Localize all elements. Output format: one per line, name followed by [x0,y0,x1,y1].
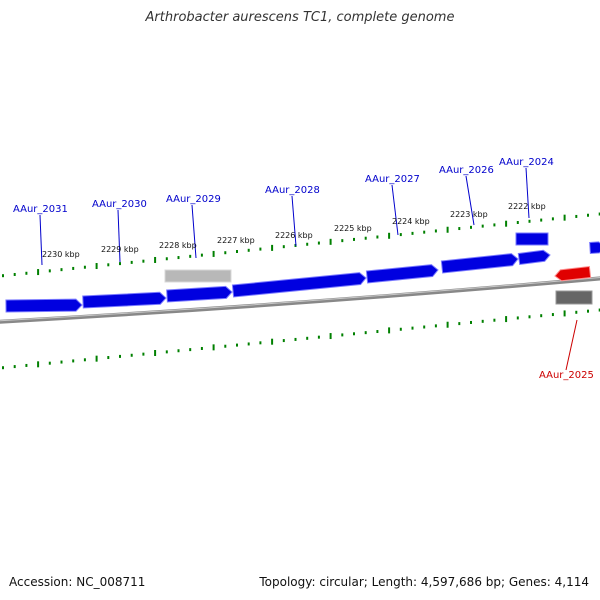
kbp-label: 2228 kbp [159,241,197,250]
gene-arrow-aaur-2025 [554,265,592,282]
label-leader-line [39,214,43,266]
label-leader-lines [39,167,578,371]
genome-backbone [0,276,600,324]
gene-label-aaur-2024[interactable]: AAur_2024 [499,157,554,168]
gene-label-aaur-2029[interactable]: AAur_2029 [166,194,221,205]
gene-box-aaur-2024-upper [515,232,549,246]
kbp-label: 2229 kbp [101,245,139,254]
kbp-label: 2225 kbp [334,224,372,233]
gene-arrow-aaur-2026 [440,253,519,274]
kbp-label: 2224 kbp [392,217,430,226]
label-leader-line [525,167,530,219]
gene-arrow-aaur-2031 [5,298,83,313]
kbp-label: 2227 kbp [217,236,255,245]
label-leader-line [191,204,197,259]
kbp-label: 2222 kbp [508,202,546,211]
accession-text: Accession: NC_008711 [9,575,146,589]
gene-box-aaur-2025-lower [555,290,593,305]
kbp-label: 2230 kbp [42,250,80,259]
gene-track [5,232,600,313]
inner-tick-ring [2,308,600,370]
gene-label-aaur-2028[interactable]: AAur_2028 [265,185,320,196]
genome-stats-text: Topology: circular; Length: 4,597,686 bp… [259,575,589,589]
label-leader-line [291,195,297,247]
genome-backbone-highlight [0,276,600,322]
gene-label-aaur-2031[interactable]: AAur_2031 [13,204,68,215]
label-leader-line [391,184,399,236]
outer-tick-ring [2,212,600,278]
gene-label-aaur-2027[interactable]: AAur_2027 [365,174,420,185]
gene-arrow-aaur-2024 [517,249,551,266]
gene-arrow-aaur-2028 [231,272,367,298]
gene-arrow-aaur-2029 [166,285,233,303]
label-leader-line [117,209,121,263]
gene-arrow-aaur-2030 [82,291,167,309]
gene-label-aaur-2030[interactable]: AAur_2030 [92,199,147,210]
gene-label-aaur-2026[interactable]: AAur_2026 [439,165,494,176]
gene-label-aaur-2025[interactable]: AAur_2025 [539,370,594,381]
gene-arrow-next [589,241,600,255]
kbp-label: 2226 kbp [275,231,313,240]
gene-arrow-aaur-2027 [365,264,439,284]
gene-box-pseudo [164,269,232,283]
kbp-label: 2223 kbp [450,210,488,219]
label-leader-line [565,319,578,371]
label-leader-line [465,175,475,226]
page-title: Arthrobacter aurescens TC1, complete gen… [145,10,455,25]
